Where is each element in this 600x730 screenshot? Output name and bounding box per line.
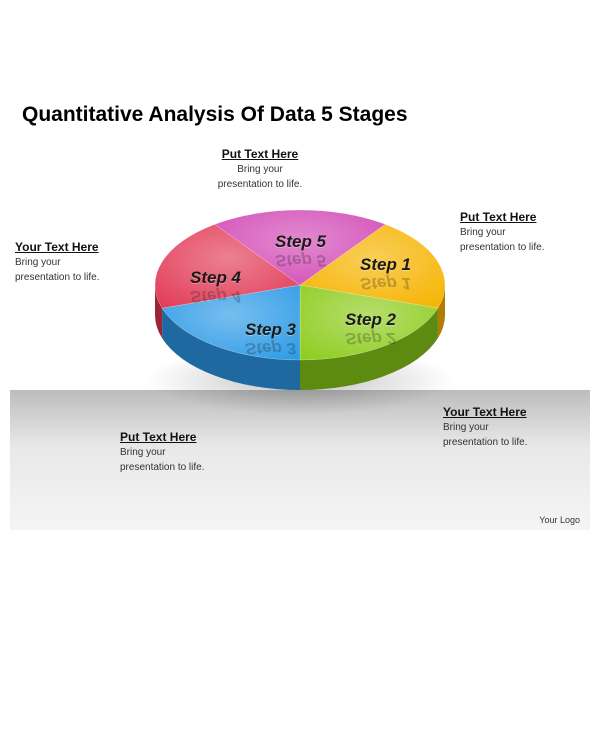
callout-heading: Put Text Here [120, 430, 250, 444]
callout-line1: Bring your [460, 226, 590, 239]
callout-heading: Put Text Here [195, 147, 325, 161]
slice-label-reflect-2: Step 2 [345, 328, 396, 348]
callout-heading: Put Text Here [460, 210, 590, 224]
callout-line1: Bring your [195, 163, 325, 176]
slide-title: Quantitative Analysis Of Data 5 Stages [22, 103, 408, 127]
callout-line2: presentation to life. [443, 436, 573, 449]
callout-line2: presentation to life. [195, 178, 325, 191]
slice-label-reflect-1: Step 1 [360, 273, 411, 293]
callout-heading: Your Text Here [443, 405, 573, 419]
slide-container: Quantitative Analysis Of Data 5 Stages S… [10, 95, 590, 530]
slice-label-reflect-4: Step 4 [190, 286, 241, 306]
slice-label-1: Step 1 [360, 255, 411, 275]
logo-placeholder: Your Logo [539, 515, 580, 525]
pie-chart: Step 1Step 1Step 2Step 2Step 3Step 3Step… [150, 200, 450, 400]
callout-heading: Your Text Here [15, 240, 145, 254]
slice-label-4: Step 4 [190, 268, 241, 288]
slice-label-reflect-5: Step 5 [275, 250, 326, 270]
slice-label-5: Step 5 [275, 232, 326, 252]
callout-5: Put Text Here Bring your presentation to l… [195, 147, 325, 191]
callout-4: Your Text Here Bring your presentation to … [15, 240, 145, 284]
callout-line1: Bring your [15, 256, 145, 269]
callout-line1: Bring your [443, 421, 573, 434]
callout-2: Your Text Here Bring your presentation to … [443, 405, 573, 449]
slice-label-reflect-3: Step 3 [245, 338, 296, 358]
callout-line2: presentation to life. [15, 271, 145, 284]
callout-1: Put Text Here Bring your presentation to l… [460, 210, 590, 254]
slice-label-2: Step 2 [345, 310, 396, 330]
callout-3: Put Text Here Bring your presentation to l… [120, 430, 250, 474]
slice-label-3: Step 3 [245, 320, 296, 340]
callout-line2: presentation to life. [460, 241, 590, 254]
callout-line1: Bring your [120, 446, 250, 459]
callout-line2: presentation to life. [120, 461, 250, 474]
